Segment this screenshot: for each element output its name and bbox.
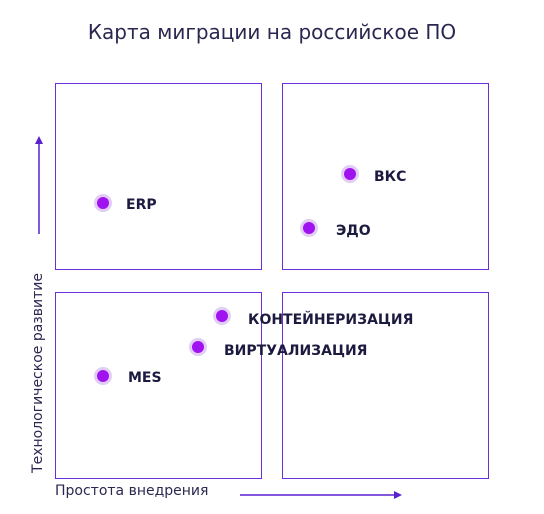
point-label-vks: ВКС xyxy=(374,169,406,185)
point-vks: ВКС xyxy=(341,165,406,185)
diagram-title: Карта миграции на российское ПО xyxy=(87,20,457,44)
point-label-erp: ERP xyxy=(126,197,157,213)
x-axis-label: Простота внедрения xyxy=(55,483,209,499)
point-containerization: КОНТЕЙНЕРИЗАЦИЯ xyxy=(213,307,413,328)
point-label-mes: MES xyxy=(128,370,162,386)
quadrant-top-right xyxy=(282,83,489,270)
point-label-containerization: КОНТЕЙНЕРИЗАЦИЯ xyxy=(248,311,413,328)
quadrant-top-left xyxy=(55,83,262,270)
point-label-edo: ЭДО xyxy=(336,223,371,239)
quadrant-bottom-left xyxy=(55,292,262,479)
point-erp: ERP xyxy=(94,194,157,213)
point-virtualization: ВИРТУАЛИЗАЦИЯ xyxy=(189,338,367,359)
point-edo: ЭДО xyxy=(300,219,371,239)
quadrant-bottom-right xyxy=(282,292,489,479)
point-label-virtualization: ВИРТУАЛИЗАЦИЯ xyxy=(224,343,367,359)
point-mes: MES xyxy=(94,367,162,386)
